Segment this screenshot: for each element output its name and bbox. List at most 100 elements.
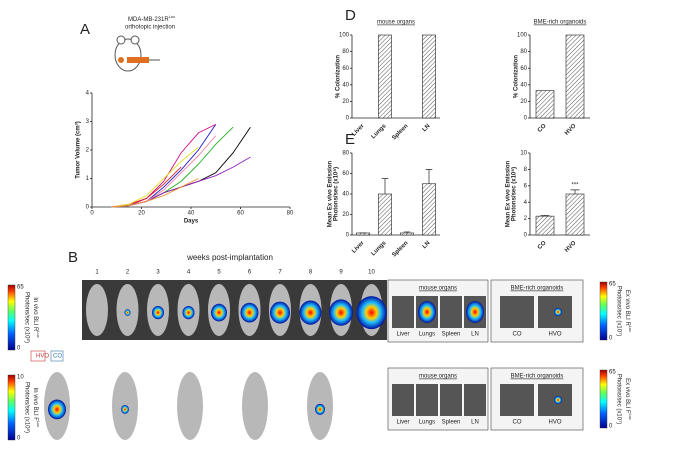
bar <box>565 34 585 119</box>
mouse <box>242 372 268 440</box>
series-line <box>111 156 251 208</box>
x-tick-label: 0 <box>90 211 94 217</box>
x-tick-label: HVO <box>564 240 578 254</box>
error-bar <box>403 231 411 233</box>
x-tick-label: Lungs <box>371 240 388 257</box>
x-tick-label: Spleen <box>391 123 409 141</box>
colorbar-max: 65 <box>609 282 616 288</box>
annotation: *** <box>571 182 579 188</box>
panel-label: A <box>80 21 90 38</box>
series-line <box>111 124 217 208</box>
series-line <box>111 178 199 208</box>
organ-image <box>416 384 438 416</box>
mouse <box>86 284 108 336</box>
colorbar-min: 0 <box>609 336 613 342</box>
week-label: 1 <box>95 270 99 276</box>
y-label: Photons/sec (x10⁸) <box>512 167 518 221</box>
title-text: In vivo BLI R <box>32 297 38 332</box>
organ-label: LN <box>471 332 479 338</box>
x-tick-label: 60 <box>237 211 244 217</box>
title-text: In vivo BLI F <box>32 388 38 422</box>
x-tick-label: Spleen <box>391 240 409 258</box>
series-line <box>111 123 216 208</box>
week-label: 7 <box>278 270 282 276</box>
organ-label: Spleen <box>442 332 461 338</box>
week-label: 2 <box>126 270 130 276</box>
x-tick-label: LN <box>422 240 432 250</box>
colorbar-min: 0 <box>17 436 21 442</box>
error-bar <box>540 214 550 217</box>
x-tick-label: 20 <box>138 211 145 217</box>
y-tick-label: 6 <box>524 183 528 189</box>
y-tick-label: 80 <box>342 49 349 55</box>
y-tick-label: 3 <box>86 119 90 125</box>
error-bar <box>570 189 580 194</box>
signal <box>466 301 484 323</box>
y-tick-label: 40 <box>342 82 349 88</box>
organ-image <box>464 384 486 416</box>
colorbar-min: 0 <box>17 346 21 352</box>
x-tick-label: 40 <box>188 211 195 217</box>
y-tick-label: 20 <box>342 212 349 218</box>
y-tick-label: 8 <box>524 167 528 173</box>
y-tick-label: 4 <box>86 91 90 97</box>
organ-label: Spleen <box>442 420 461 426</box>
organoid-label: HVO <box>548 332 561 338</box>
chart-title: BME-rich organoids <box>534 20 587 26</box>
week-label: 6 <box>248 270 252 276</box>
colorbar <box>7 284 16 351</box>
x-label: Days <box>184 219 199 225</box>
signal <box>152 306 164 320</box>
y-label: Photons/sec (x10⁸) <box>334 167 340 221</box>
organ-label: Liver <box>396 420 409 426</box>
series-line <box>111 135 217 208</box>
colorbar <box>7 374 16 441</box>
y-label: Tumor Volume (cm³) <box>75 121 82 178</box>
signal <box>554 308 562 316</box>
y-tick-label: 80 <box>520 49 527 55</box>
x-tick-label: CO <box>537 123 548 134</box>
bar <box>400 232 414 236</box>
organ-label: Lungs <box>419 332 435 338</box>
title-text: Ex vivo BLI F <box>624 378 630 414</box>
y-label: Mean Ex vivo Emission <box>506 160 512 227</box>
signal <box>48 399 66 420</box>
colorbar-title: In vivo BLI FLuc <box>32 388 41 428</box>
y-label: % Colonization <box>336 55 342 98</box>
organ-image <box>440 384 462 416</box>
y-tick-label: 0 <box>346 116 350 122</box>
bar <box>422 183 436 236</box>
box-title: mouse organs <box>419 286 457 292</box>
x-tick-label: Liver <box>351 123 366 138</box>
box-title: mouse organs <box>419 374 457 380</box>
bar <box>378 34 392 119</box>
x-tick-label: CO <box>537 240 548 251</box>
y-tick-label: 0 <box>346 233 350 239</box>
x-tick-label: HVO <box>564 123 578 137</box>
y-tick-label: 100 <box>517 33 528 39</box>
colorbar-unit: Photons/sec (x10⁷) <box>615 286 622 337</box>
caption: MDA-MB-231RLuc <box>128 14 175 23</box>
bar <box>535 215 555 236</box>
signal <box>270 301 290 324</box>
y-tick-label: 0 <box>524 116 528 122</box>
tag: HVO <box>36 354 49 360</box>
signal <box>240 302 259 323</box>
bar <box>378 193 392 236</box>
colorbar <box>599 281 608 341</box>
error-bar <box>381 178 389 194</box>
y-tick-label: 10 <box>520 151 527 157</box>
organoid-image <box>500 384 534 416</box>
y-tick-label: 60 <box>342 66 349 72</box>
y-tick-label: 0 <box>86 205 90 211</box>
y-tick-label: 2 <box>86 148 90 154</box>
organ-label: Liver <box>396 332 409 338</box>
tag: CO <box>53 354 62 360</box>
week-label: 4 <box>187 270 191 276</box>
organoid-label: HVO <box>548 420 561 426</box>
y-tick-label: 60 <box>520 66 527 72</box>
organ-label: Lungs <box>419 420 435 426</box>
week-label: 8 <box>309 270 313 276</box>
organoid-label: CO <box>513 420 522 426</box>
chart-title: mouse organs <box>377 20 415 26</box>
